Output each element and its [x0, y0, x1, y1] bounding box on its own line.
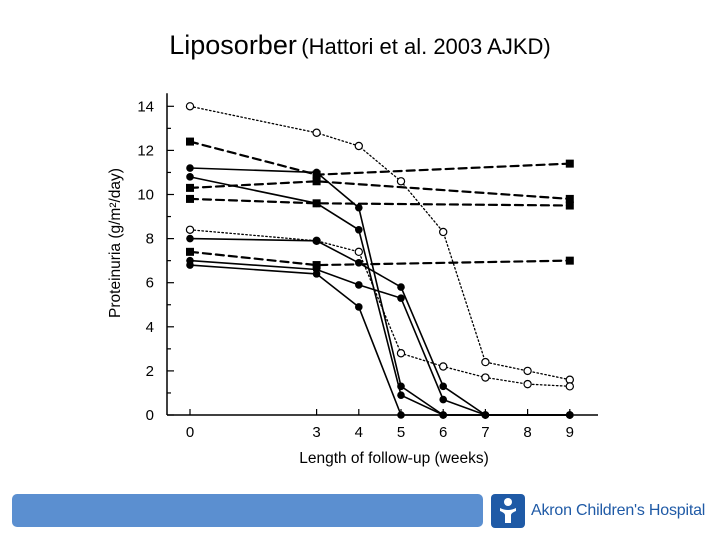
- data-point-open-circle: [396, 177, 406, 186]
- series-line: [188, 180, 571, 200]
- data-point-filled-circle: [312, 237, 321, 245]
- data-point-filled-circle: [312, 199, 321, 208]
- slide-title-main: Liposorber: [169, 30, 297, 60]
- data-point-square: [186, 247, 194, 256]
- data-point-filled-circle: [355, 281, 363, 289]
- data-point-square: [565, 201, 574, 210]
- data-point-open-circle: [439, 362, 448, 371]
- data-point-filled-circle: [312, 168, 321, 177]
- y-axis-label: Proteinuria (g/m²/day): [107, 168, 124, 318]
- data-point-filled-circle: [397, 294, 405, 302]
- data-point-square: [312, 261, 321, 270]
- data-point-filled-circle: [439, 382, 448, 391]
- slide-title-citation: (Hattori et al. 2003 AJKD): [301, 34, 551, 59]
- data-point-filled-circle: [186, 234, 194, 243]
- data-point-filled-circle: [355, 203, 363, 212]
- hospital-logo: Akron Children's Hospital: [491, 492, 715, 529]
- data-point-filled-circle: [355, 303, 363, 311]
- data-point-square: [186, 194, 194, 203]
- data-point-filled-circle: [186, 173, 194, 181]
- x-tick-label: 3: [312, 424, 320, 441]
- x-tick-label: 4: [355, 424, 363, 441]
- data-point-open-circle: [439, 227, 448, 237]
- data-point-filled-circle: [566, 411, 574, 419]
- data-point-filled-circle: [397, 283, 405, 291]
- data-point-filled-circle: [355, 259, 363, 267]
- slide-title: Liposorber (Hattori et al. 2003 AJKD): [0, 30, 720, 61]
- data-point-filled-circle: [439, 411, 448, 419]
- data-point-filled-circle: [397, 391, 405, 399]
- x-tick-label: 8: [523, 424, 531, 441]
- y-tick-label: 8: [146, 231, 154, 248]
- data-point-open-circle: [523, 379, 532, 389]
- x-tick-label: 9: [566, 424, 574, 441]
- data-point-square: [565, 159, 574, 168]
- data-point-filled-circle: [186, 261, 194, 269]
- footer-accent-bar: [12, 494, 483, 527]
- data-point-open-circle: [523, 366, 532, 376]
- data-point-open-circle: [185, 225, 195, 234]
- y-tick-label: 10: [137, 187, 154, 204]
- data-point-filled-circle: [186, 164, 194, 172]
- x-tick-label: 0: [186, 424, 194, 441]
- y-tick-label: 2: [146, 363, 154, 380]
- data-point-open-circle: [396, 349, 406, 358]
- series-line: [189, 229, 571, 387]
- x-axis-label: Length of follow-up (weeks): [299, 450, 489, 467]
- series-line: [188, 250, 571, 267]
- y-tick-label: 6: [146, 275, 154, 292]
- data-point-open-circle: [185, 102, 195, 111]
- series-line: [189, 105, 571, 381]
- data-point-square: [565, 194, 574, 203]
- child-figure-icon: [491, 493, 525, 528]
- data-point-filled-circle: [397, 411, 405, 419]
- y-tick-label: 0: [146, 407, 154, 424]
- x-tick-label: 6: [439, 424, 447, 441]
- series-line: [189, 259, 571, 416]
- data-point-square: [565, 256, 574, 265]
- x-tick-label: 5: [397, 424, 405, 441]
- data-point-square: [186, 183, 194, 192]
- data-point-filled-circle: [312, 270, 321, 278]
- data-point-open-circle: [481, 357, 490, 367]
- y-tick-label: 14: [137, 98, 154, 115]
- data-point-square: [312, 177, 321, 186]
- data-point-open-circle: [481, 373, 490, 382]
- data-point-open-circle: [312, 128, 321, 137]
- data-point-filled-circle: [481, 411, 490, 419]
- data-point-filled-circle: [439, 395, 448, 404]
- data-point-square: [186, 137, 194, 146]
- data-point-open-circle: [565, 382, 575, 391]
- hospital-name: Akron Children's Hospital: [531, 501, 706, 519]
- y-tick-label: 12: [137, 142, 154, 159]
- data-point-open-circle: [354, 141, 363, 151]
- proteinuria-line-chart: Proteinuria (g/m²/day) Length of follow-…: [107, 93, 598, 467]
- series-line: [189, 264, 571, 416]
- y-tick-label: 4: [146, 319, 154, 336]
- data-point-open-circle: [354, 247, 363, 257]
- x-tick-label: 7: [481, 424, 489, 441]
- series-line: [188, 197, 571, 207]
- data-point-filled-circle: [355, 225, 363, 234]
